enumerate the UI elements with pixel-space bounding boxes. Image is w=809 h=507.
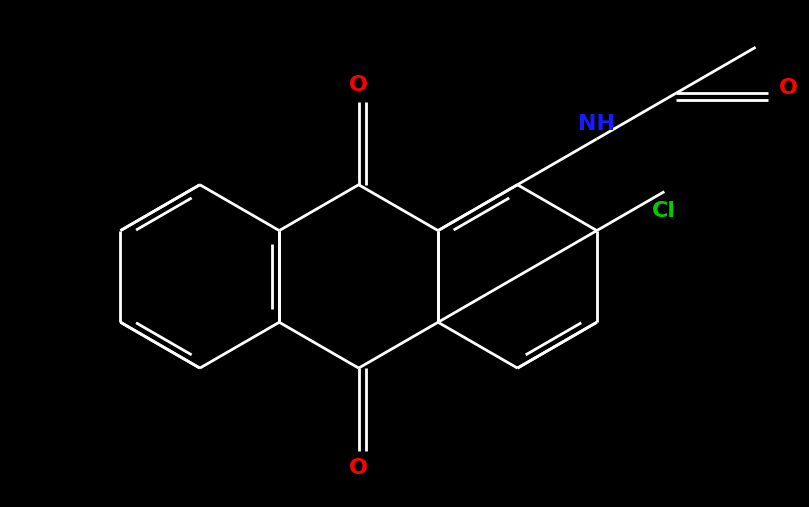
Text: NH: NH	[578, 114, 616, 134]
Text: O: O	[349, 75, 368, 95]
Text: O: O	[779, 79, 798, 98]
Text: Cl: Cl	[652, 201, 676, 221]
Text: O: O	[349, 458, 368, 478]
